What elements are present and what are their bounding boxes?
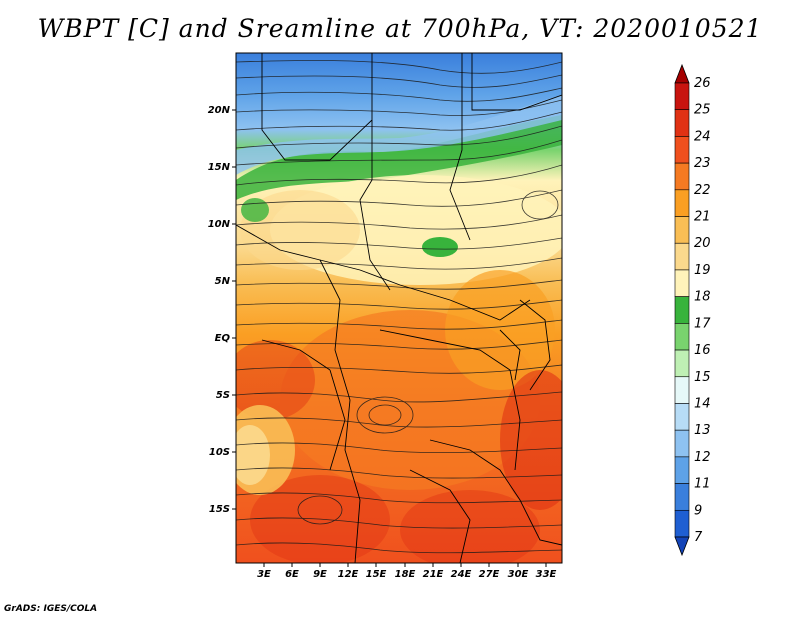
wbpt-field — [236, 53, 562, 563]
colorbar-label: 11 — [694, 477, 711, 492]
colorbar-label: 9 — [694, 503, 702, 518]
colorbar-swatch — [674, 429, 690, 458]
colorbar-label: 17 — [694, 316, 711, 331]
colorbar-label: 21 — [694, 210, 711, 225]
grads-credit: GrADS: IGES/COLA — [4, 604, 98, 614]
colorbar-label: 15 — [694, 370, 711, 385]
lat-label: 5S — [216, 390, 230, 401]
colorbar-label: 19 — [694, 263, 711, 278]
lon-label: 6E — [285, 569, 299, 580]
lat-label: 5N — [215, 276, 231, 287]
colorbar-swatch — [674, 242, 690, 271]
colorbar-label: 12 — [694, 450, 711, 465]
map-title: WBPT [C] and Sreamline at 700hPa, VT: 20… — [37, 14, 763, 43]
colorbar-swatch — [674, 296, 690, 324]
colorbar-swatch — [674, 216, 690, 244]
colorbar-swatch — [674, 349, 690, 378]
colorbar-swatch — [674, 456, 690, 484]
colorbar-top-arrow — [674, 63, 690, 84]
lat-label: 15S — [209, 504, 230, 515]
lon-label: 15E — [366, 569, 387, 580]
colorbar-label: 18 — [694, 290, 711, 305]
lon-label: 30E — [508, 569, 529, 580]
lon-label: 27E — [479, 569, 500, 580]
colorbar-label: 13 — [694, 423, 711, 438]
colorbar-label: 26 — [694, 76, 711, 91]
lat-label: 15N — [208, 162, 231, 173]
colorbar: 26 25 24 23 22 21 20 19 18 17 16 15 14 13 12 11 9 7 — [674, 63, 711, 557]
colorbar-label: 7 — [694, 530, 703, 545]
lon-label: 18E — [395, 569, 416, 580]
colorbar-label: 25 — [694, 103, 711, 118]
colorbar-label: 22 — [694, 183, 711, 198]
colorbar-label: 23 — [694, 156, 711, 171]
lon-label: 3E — [257, 569, 271, 580]
lon-label: 12E — [338, 569, 359, 580]
colorbar-swatch — [674, 376, 690, 404]
lon-label: 24E — [451, 569, 472, 580]
lon-axis: 3E 6E 9E 12E 15E 18E 21E 24E 27E 30E 33E — [257, 563, 557, 580]
colorbar-swatch — [674, 483, 690, 511]
colorbar-swatch — [674, 162, 690, 191]
colorbar-label: 14 — [694, 396, 711, 411]
colorbar-swatch — [674, 82, 690, 111]
colorbar-swatch — [674, 189, 690, 217]
lat-label: EQ — [215, 333, 231, 344]
lon-label: 9E — [313, 569, 327, 580]
colorbar-swatch — [674, 109, 690, 137]
colorbar-label: 16 — [694, 343, 711, 358]
lat-label: 10N — [208, 219, 231, 230]
lat-label: 20N — [208, 105, 231, 116]
colorbar-swatch — [674, 509, 690, 538]
colorbar-swatch — [674, 269, 690, 297]
colorbar-bottom-arrow — [674, 536, 690, 557]
map-frame — [235, 52, 563, 564]
lon-label: 21E — [423, 569, 444, 580]
colorbar-swatch — [674, 403, 690, 431]
lat-axis: 20N 15N 10N 5N EQ 5S 10S 15S — [208, 105, 236, 515]
lat-label: 10S — [209, 447, 230, 458]
colorbar-swatch — [674, 136, 690, 164]
lon-label: 33E — [536, 569, 557, 580]
colorbar-label: 24 — [694, 129, 711, 144]
colorbar-label: 20 — [694, 236, 711, 251]
colorbar-swatch — [674, 323, 690, 351]
